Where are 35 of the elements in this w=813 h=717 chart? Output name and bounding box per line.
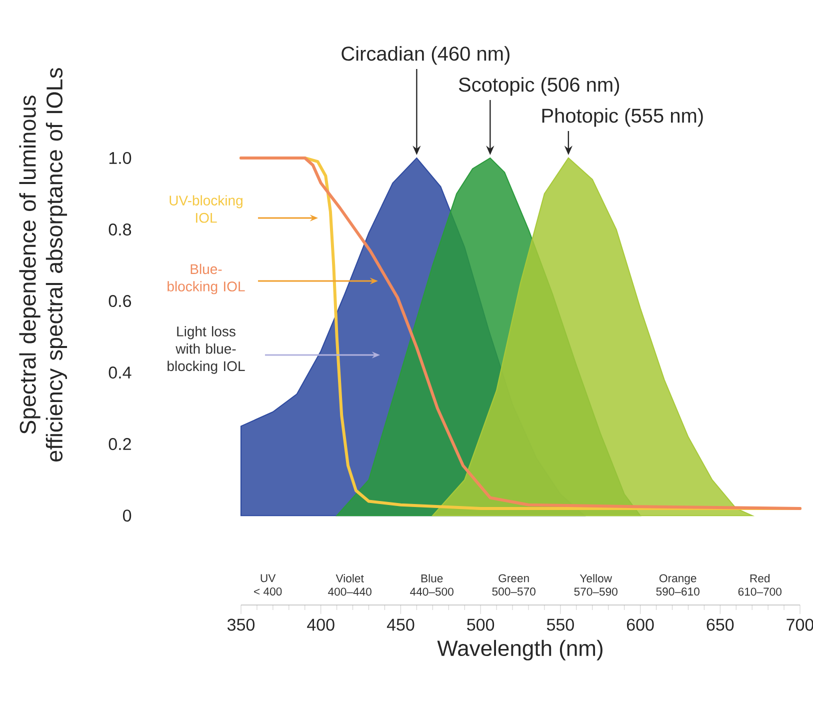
annotation: Violet — [336, 574, 364, 582]
y-axis-title: Spectral dependence of luminous efficiency spectral absorptance of IOLs — [19, 68, 68, 462]
annotation: 610–700 — [738, 588, 782, 596]
text: Circadian (460 nm) — [342, 46, 510, 65]
annotation: Green — [498, 574, 529, 582]
annotation: Yellow — [580, 574, 612, 582]
x-axis-title: Wavelength (nm) — [437, 640, 602, 660]
y-tick-label: 0 — [123, 510, 132, 522]
annotation: Red — [750, 574, 770, 582]
annotation: 440–500 — [410, 588, 454, 596]
annotation: Light loss with blue-blocking IOL — [168, 326, 245, 374]
y-tick-label: 0.2 — [108, 438, 131, 450]
text: Photopic (555 nm) — [542, 108, 703, 127]
x-tick-label: 600 — [626, 618, 654, 631]
text: UV-blocking IOL — [170, 195, 242, 223]
x-tick-label: 500 — [467, 618, 494, 631]
annotation: 590–610 — [656, 588, 700, 596]
y-tick-label: 0.8 — [108, 223, 132, 236]
text: Blue-blocking IOL — [168, 264, 245, 294]
x-tick-label: 650 — [706, 618, 734, 631]
annotation: 570–590 — [574, 588, 618, 596]
y-tick-label: 0.6 — [108, 295, 132, 308]
x-tick-label: 450 — [386, 618, 414, 631]
annotation: UV — [260, 574, 276, 582]
annotation: 500–570 — [492, 588, 536, 596]
text: Scotopic (506 nm) — [458, 77, 620, 96]
x-tick-label: 550 — [546, 618, 574, 631]
x-tick-label: 350 — [227, 618, 255, 631]
annotation: Blue — [421, 574, 443, 582]
y-tick-label: 0.4 — [108, 366, 132, 379]
annotation: Orange — [660, 574, 696, 584]
x-tick-label: 400 — [307, 618, 334, 631]
y-tick-label: 1.0 — [109, 152, 132, 164]
annotation: 400–440 — [328, 588, 372, 596]
annotation: < 400 — [254, 587, 282, 596]
